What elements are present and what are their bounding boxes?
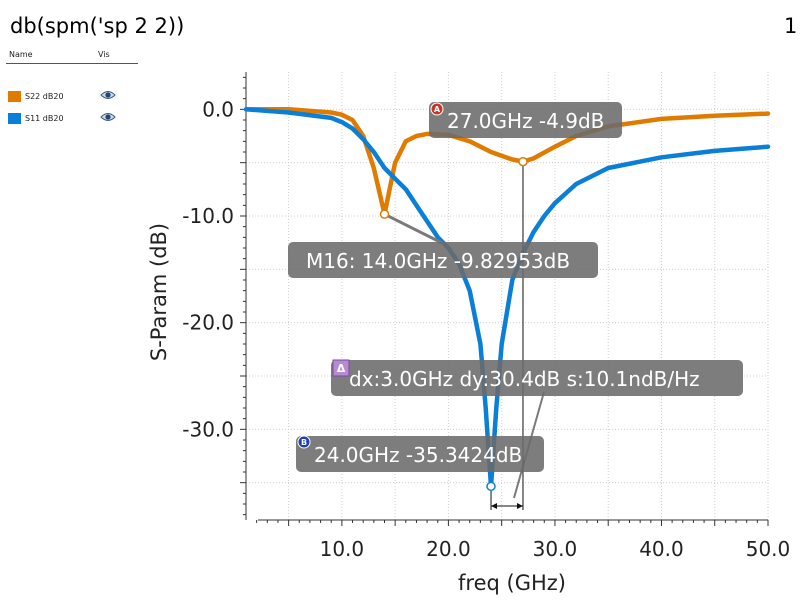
delta-badge [332,359,350,377]
legend-col-vis: Vis [98,50,110,59]
marker-m16-label-text: M16: 14.0GHz -9.82953dB [306,249,570,273]
x-tick-label: 30.0 [533,537,578,561]
page-number: 1 [784,14,798,38]
marker-b-label-text: 24.0GHz -35.3424dB [314,443,522,467]
series-line-1[interactable] [243,107,771,489]
delta-label[interactable]: dx:3.0GHz dy:30.4dB s:10.1ndB/Hz [331,360,743,396]
marker-point[interactable] [379,209,390,219]
marker-point[interactable] [518,156,528,167]
chart-markers: 27.0GHz -4.9dB A M16: 14.0GHz -9.82953dB dx… [288,102,743,510]
delta-arrow-right [516,503,523,509]
delta-arrow-left [491,503,498,509]
marker-point[interactable] [486,481,496,492]
legend-col-name: Name [9,50,33,59]
delta-label-box [331,360,743,396]
plot-title: db(spm('sp 2 2)) [10,14,185,38]
x-axis-label: freq (GHz) [458,571,566,595]
legend-item-label: S11 dB20 [25,114,64,123]
marker-badge [297,435,311,449]
marker-m16-label-box [288,242,598,278]
x-tick-label: 40.0 [639,537,684,561]
y-tick-label: -20.0 [182,311,234,335]
marker-b-label[interactable]: 24.0GHz -35.3424dB [296,436,544,472]
y-tick-label: 0.0 [202,97,234,121]
y-axis-label: S-Param (dB) [147,223,171,361]
badge-text: A [434,105,441,114]
chart-axes: 10.0 20.0 30.0 40.0 50.0 0.0 -10.0 -20.0 -30.0 [182,72,790,561]
legend-item-label: S22 dB20 [25,92,64,101]
badge-text: B [301,438,307,447]
marker-b-label-box [296,436,544,472]
legend-header: Name Vis [6,50,138,64]
badge-text: Δ [337,362,346,375]
marker-badge [430,102,444,116]
marker-a-label-box [429,102,622,138]
legend-swatch [8,113,21,124]
eye-icon[interactable] [100,111,116,125]
x-tick-label: 50.0 [746,537,791,561]
legend-swatch [8,91,21,102]
marker-a-label-text: 27.0GHz -4.9dB [447,109,604,133]
x-tick-label: 10.0 [320,537,365,561]
callout-pointer [383,212,445,246]
eye-icon[interactable] [100,89,116,103]
delta-label-text: dx:3.0GHz dy:30.4dB s:10.1ndB/Hz [349,367,700,391]
marker-m16-label[interactable]: M16: 14.0GHz -9.82953dB [288,242,598,278]
y-tick-label: -10.0 [182,204,234,228]
marker-a-label[interactable]: 27.0GHz -4.9dB [429,102,622,138]
y-tick-label: -30.0 [182,417,234,441]
x-tick-label: 20.0 [426,537,471,561]
